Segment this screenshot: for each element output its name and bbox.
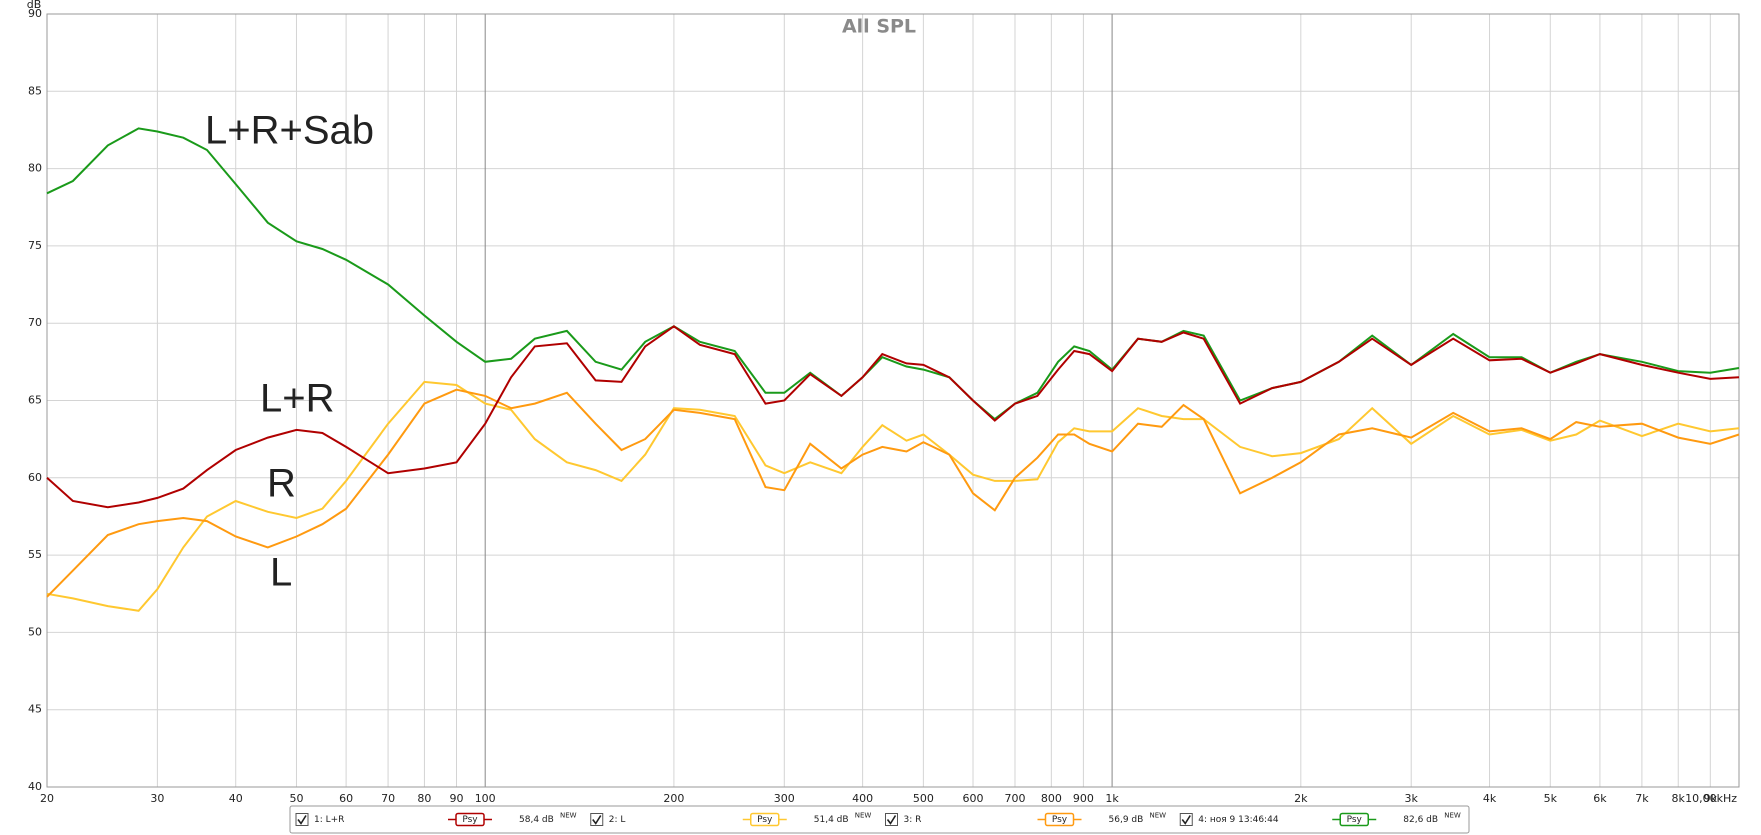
legend-box [289, 805, 1470, 834]
x-tick-label: 40 [229, 792, 243, 805]
legend-name: 3: R [904, 815, 922, 825]
y-axis-label: dB [27, 0, 42, 11]
legend-check [1181, 815, 1191, 825]
legend-check [592, 815, 602, 825]
x-tick-label: 1k [1105, 792, 1119, 805]
legend-checkbox [1179, 813, 1193, 826]
legend-item[interactable]: 4: ноя 9 13:46:44 Psy 82,6 dB NEW [1179, 812, 1461, 827]
x-tick-label: 400 [852, 792, 873, 805]
x-tick-label: 70 [381, 792, 395, 805]
x-tick-label: 60 [339, 792, 353, 805]
legend-button [1044, 812, 1075, 827]
legend-checkbox [885, 813, 898, 826]
legend-button-label: Psy [757, 815, 773, 825]
x-tick-label: 5k [1544, 792, 1558, 805]
y-tick-label: 50 [28, 625, 42, 638]
x-tick-label: 500 [913, 792, 934, 805]
legend-name: 2: L [609, 815, 626, 825]
y-tick-label: 55 [28, 548, 42, 561]
y-tick-label: 85 [28, 84, 42, 97]
x-tick-label: 4k [1483, 792, 1497, 805]
x-tick-label: 200 [663, 792, 684, 805]
annotation: L [270, 551, 292, 595]
annotation: L+R [260, 377, 335, 421]
legend-item[interactable]: 1: L+R Psy 58,4 dB NEW [295, 812, 577, 827]
annotation: L+R+Sab [205, 109, 374, 153]
y-tick-label: 75 [28, 239, 42, 252]
legend-button-label: Psy [462, 815, 478, 825]
series-line [46, 388, 1740, 598]
legend-button-label: Psy [1052, 815, 1068, 825]
x-tick-label: 9k [1704, 792, 1718, 805]
series-line [46, 380, 1740, 612]
legend-badge: NEW [855, 812, 872, 820]
x-tick-label: 30 [150, 792, 164, 805]
y-tick-label: 65 [28, 394, 42, 407]
legend-level: 82,6 dB [1403, 815, 1438, 825]
y-tick-label: 45 [28, 703, 42, 716]
annotation: R [267, 462, 296, 506]
x-tick-label: 80 [417, 792, 431, 805]
x-tick-label: 3k [1405, 792, 1419, 805]
legend-badge: NEW [560, 812, 577, 820]
plot-frame [46, 13, 1740, 788]
y-tick-label: 70 [28, 316, 42, 329]
x-tick-label: 100 [475, 792, 496, 805]
x-tick-label: 300 [774, 792, 795, 805]
x-tick-label: 7k [1635, 792, 1649, 805]
y-tick-label: 40 [28, 780, 42, 793]
legend-name: 1: L+R [314, 815, 344, 825]
x-tick-label: 6k [1593, 792, 1607, 805]
y-tick-label: 80 [28, 162, 42, 175]
x-tick-label: 600 [963, 792, 984, 805]
x-tick-label: 8k [1672, 792, 1686, 805]
series-line [46, 325, 1740, 509]
legend-checkbox [295, 813, 309, 826]
legend-button [750, 812, 780, 827]
legend-name: 4: ноя 9 13:46:44 [1198, 815, 1279, 825]
y-tick-label: 60 [28, 471, 42, 484]
chart-title: All SPL [842, 16, 916, 38]
legend-level: 51,4 dB [814, 815, 849, 825]
x-tick-label: 90 [450, 792, 464, 805]
legend-item[interactable]: 3: R Psy 56,9 dB NEW [885, 812, 1167, 827]
x-tick-label: 700 [1004, 792, 1025, 805]
legend-badge: NEW [1150, 812, 1167, 820]
legend-badge: NEW [1444, 812, 1461, 820]
x-tick-label: 20 [40, 792, 54, 805]
x-tick-label: 800 [1041, 792, 1062, 805]
legend-check [297, 815, 307, 825]
legend-button [1339, 812, 1369, 827]
x-tick-label: 50 [289, 792, 303, 805]
legend-button-label: Psy [1347, 815, 1363, 825]
y-tick-label: 90 [28, 7, 42, 20]
x-tick-label: 900 [1073, 792, 1094, 805]
legend-checkbox [590, 813, 604, 826]
x-tick-label: 2k [1294, 792, 1308, 805]
x-tick-label: 10,00kHz [1685, 792, 1737, 805]
legend-level: 58,4 dB [519, 815, 554, 825]
legend-level: 56,9 dB [1109, 815, 1144, 825]
legend-item[interactable]: 2: L Psy 51,4 dB NEW [590, 812, 872, 827]
legend-check [886, 815, 897, 825]
legend-button [455, 812, 485, 827]
